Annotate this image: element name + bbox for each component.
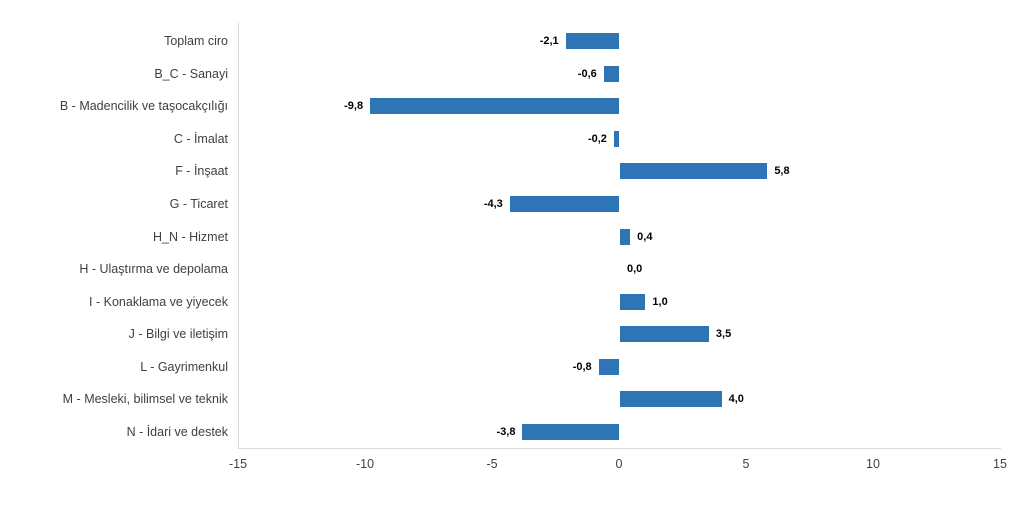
x-tick-label: -5 — [486, 457, 498, 471]
value-label: 4,0 — [728, 393, 744, 406]
bar — [565, 33, 619, 50]
category-label: I - Konaklama ve yiyecek — [89, 294, 228, 309]
bar — [613, 130, 619, 147]
category-label: G - Ticaret — [169, 196, 228, 211]
bar — [598, 358, 619, 375]
x-tick-label: 15 — [993, 457, 1007, 471]
value-label: -0,2 — [587, 132, 607, 145]
category-label: B_C - Sanayi — [154, 66, 228, 81]
category-label: J - Bilgi ve iletişim — [128, 327, 228, 342]
x-axis-line — [238, 448, 1001, 449]
value-label: 5,8 — [774, 165, 790, 178]
x-tick-label: 0 — [615, 457, 623, 471]
category-label: M - Mesleki, bilimsel ve teknik — [62, 392, 228, 407]
bar — [620, 391, 722, 408]
bar — [370, 98, 619, 115]
x-tick-label: -15 — [228, 457, 248, 471]
value-label: -9,8 — [344, 100, 364, 113]
x-tick-label: 10 — [866, 457, 880, 471]
value-label: -0,8 — [572, 360, 592, 373]
category-label: L - Gayrimenkul — [140, 359, 228, 374]
value-label: -4,3 — [483, 197, 503, 210]
category-label: C - İmalat — [173, 131, 228, 146]
value-label: -0,6 — [577, 67, 597, 80]
category-label: B - Madencilik ve taşocakçılığı — [59, 99, 228, 114]
value-label: -2,1 — [539, 35, 559, 48]
bar — [620, 293, 646, 310]
bar — [603, 65, 619, 82]
y-axis-line — [238, 23, 239, 449]
value-label: -3,8 — [496, 425, 516, 438]
bar — [620, 228, 631, 245]
category-label: H_N - Hizmet — [152, 229, 228, 244]
category-label: N - İdari ve destek — [126, 424, 228, 439]
value-label: 1,0 — [652, 295, 668, 308]
bar — [620, 163, 768, 180]
category-label: H - Ulaştırma ve depolama — [79, 262, 228, 277]
x-tick-label: 5 — [742, 457, 750, 471]
bar — [522, 423, 619, 440]
value-label: 0,0 — [627, 263, 643, 276]
x-tick-label: -10 — [355, 457, 375, 471]
category-label: F - İnşaat — [175, 164, 228, 179]
bar — [620, 326, 709, 343]
value-label: 0,4 — [637, 230, 653, 243]
category-label: Toplam ciro — [164, 34, 228, 49]
bar — [509, 195, 619, 212]
value-label: 3,5 — [715, 328, 732, 341]
